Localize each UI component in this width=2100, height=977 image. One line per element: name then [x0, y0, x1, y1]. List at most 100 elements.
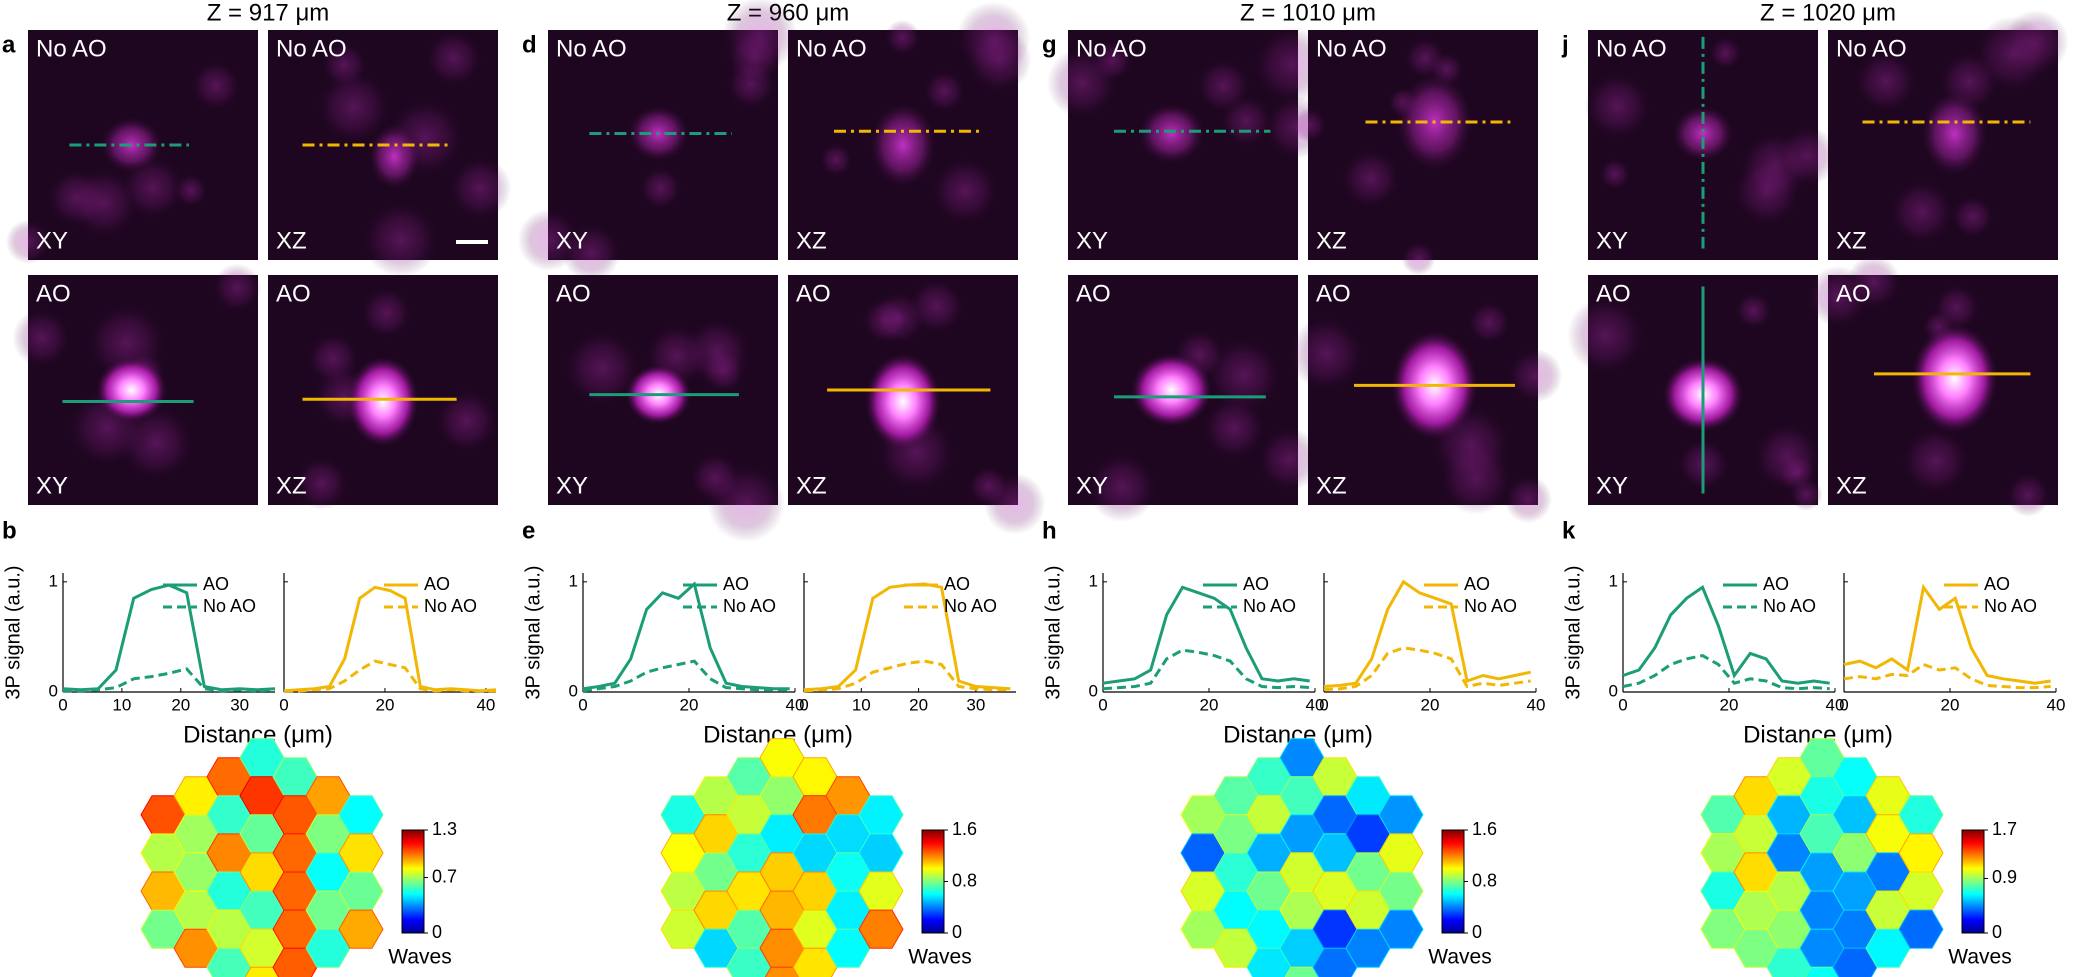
panel-title: Z = 1010 μm	[1240, 0, 1376, 26]
y-axis-label: 3P signal (a.u.)	[522, 565, 544, 699]
image-texture	[1504, 475, 1553, 524]
image-texture	[12, 308, 71, 367]
image-texture	[1289, 316, 1364, 391]
y-tick-label: 0	[49, 681, 58, 700]
image-texture	[1599, 158, 1631, 190]
micrograph: AO XZ	[1289, 275, 1563, 524]
colorbar-label: Waves	[908, 946, 971, 969]
profile-curve	[1323, 646, 1531, 692]
x-tick-label: 40	[1527, 695, 1546, 714]
legend-label: AO	[203, 574, 229, 594]
micrograph: No AO XY	[5, 30, 258, 265]
profile-curve	[582, 659, 790, 693]
image-texture	[5, 219, 51, 265]
image-texture	[1975, 16, 2052, 93]
panel-title: Z = 1020 μm	[1760, 0, 1896, 26]
image-texture	[690, 452, 741, 503]
image-texture	[1257, 427, 1321, 491]
image-texture	[722, 0, 798, 73]
condition-label: AO	[1076, 280, 1111, 307]
legend-label: No AO	[1243, 596, 1296, 616]
x-tick-label: 0	[1618, 695, 1627, 714]
view-label: XZ	[276, 472, 307, 499]
x-tick-label: 0	[799, 695, 808, 714]
legend-label: No AO	[723, 596, 776, 616]
cell-body	[865, 353, 941, 450]
wavefront-segment	[1898, 909, 1944, 949]
image-texture	[932, 158, 998, 225]
colorbar-tick-label: 1.3	[432, 819, 457, 839]
cell-body	[870, 103, 936, 187]
y-axis-label: 3P signal (a.u.)	[1042, 565, 1064, 699]
legend-label: AO	[424, 574, 450, 594]
image-texture	[683, 318, 751, 386]
panel-letter: e	[522, 517, 535, 544]
view-label: XY	[556, 472, 588, 499]
legend-label: No AO	[424, 596, 477, 616]
colorbar-tick-label: 0	[1472, 922, 1482, 942]
legend-label: AO	[723, 574, 749, 594]
x-tick-label: 0	[58, 695, 67, 714]
colorbar-tick-label: 0.9	[1992, 867, 2017, 887]
view-label: XY	[556, 227, 588, 254]
view-label: XY	[36, 472, 68, 499]
y-tick-label: 0	[1609, 681, 1618, 700]
cell-body	[1672, 105, 1734, 162]
image-texture	[564, 330, 640, 406]
image-texture	[1789, 478, 1823, 512]
image-texture	[361, 287, 412, 339]
colorbar-label: Waves	[388, 946, 451, 969]
colorbar-tick-label: 0	[432, 922, 442, 942]
panel-letter: j	[1561, 31, 1569, 58]
profile-curve	[1323, 579, 1532, 688]
view-label: XZ	[796, 227, 827, 254]
condition-label: AO	[556, 280, 591, 307]
micrograph: AO XZ	[788, 275, 1046, 535]
x-tick-label: 20	[375, 695, 394, 714]
image-texture	[191, 61, 241, 111]
image-texture	[1220, 95, 1272, 147]
image-texture	[1951, 195, 1994, 238]
cell-body	[101, 117, 162, 173]
x-tick-label: 0	[1098, 695, 1107, 714]
colorbar-tick-label: 1.6	[1472, 819, 1497, 839]
condition-label: No AO	[276, 35, 347, 62]
micrograph: AO XY	[1068, 275, 1321, 522]
colorbar-tick-label: 0	[1992, 922, 2002, 942]
image-texture	[1567, 296, 1645, 374]
image-texture	[884, 19, 921, 56]
image-texture	[1292, 107, 1327, 143]
legend-label: AO	[1763, 574, 1789, 594]
view-label: XY	[36, 227, 68, 254]
colorbar-label: Waves	[1428, 946, 1491, 969]
image-texture	[923, 70, 965, 112]
image-texture	[1207, 339, 1281, 412]
micrograph: No AO XZ	[268, 30, 512, 278]
image-texture	[1584, 73, 1651, 140]
view-label: XZ	[276, 227, 307, 254]
image-texture	[1203, 397, 1265, 459]
profile-curve	[582, 581, 790, 691]
x-tick-label: 20	[1941, 695, 1960, 714]
legend-label: No AO	[1984, 596, 2037, 616]
panel-letter: a	[2, 31, 16, 58]
x-tick-label: 20	[171, 695, 190, 714]
image-texture	[435, 390, 498, 452]
image-texture	[449, 157, 512, 220]
image-texture	[321, 42, 367, 88]
image-texture	[819, 143, 853, 177]
condition-label: AO	[796, 280, 831, 307]
colorbar	[921, 829, 945, 934]
profile-curve	[284, 659, 496, 693]
x-tick-label: 0	[578, 695, 587, 714]
panel-letter: g	[1042, 31, 1057, 58]
micrograph: AO XY	[548, 275, 785, 543]
x-tick-label: 20	[1421, 695, 1440, 714]
legend-label: AO	[1984, 574, 2010, 594]
y-tick-label: 0	[569, 681, 578, 700]
profile-curve	[1622, 654, 1830, 691]
condition-label: AO	[276, 280, 311, 307]
x-tick-label: 10	[112, 695, 131, 714]
micrograph: No AO XY	[517, 0, 798, 282]
legend-label: No AO	[203, 596, 256, 616]
